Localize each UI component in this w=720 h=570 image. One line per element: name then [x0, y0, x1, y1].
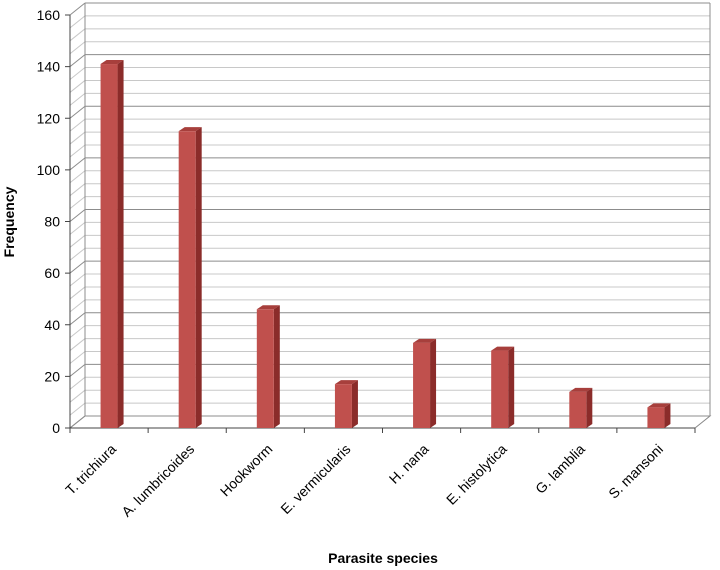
y-tick-label: 40: [44, 317, 60, 333]
side-wall-gridline: [69, 389, 86, 403]
bar-top: [569, 387, 593, 392]
bar: [334, 380, 358, 428]
gridlines: [69, 2, 711, 429]
bar-side: [586, 387, 593, 428]
side-wall-gridline: [69, 376, 86, 390]
bar-front: [100, 64, 118, 428]
side-wall-gridline: [69, 80, 86, 93]
side-wall-gridline: [69, 415, 86, 429]
bar-front: [491, 350, 509, 428]
y-tick-labels: 0 20 40 60 80 100 120 140 160: [37, 7, 61, 436]
bar-front: [413, 342, 431, 428]
bar: [569, 387, 593, 428]
side-wall-gridline: [69, 170, 86, 184]
side-wall-gridline: [69, 351, 86, 364]
y-tick-label: 140: [37, 59, 61, 75]
y-tick-label: 0: [52, 420, 60, 436]
side-wall-gridline: [69, 325, 86, 339]
chart-floor: [68, 415, 712, 429]
x-tick-label: A. lumbricoides: [118, 441, 197, 520]
bar-side: [117, 60, 124, 428]
side-wall-gridline: [69, 338, 86, 351]
side-wall-gridline: [69, 183, 86, 197]
y-tick-label: 60: [44, 265, 60, 281]
bar-front: [647, 407, 665, 428]
bars: [100, 60, 671, 428]
y-tick-label: 80: [44, 214, 60, 230]
x-axis-title: Parasite species: [328, 550, 438, 566]
bar-top: [413, 338, 437, 343]
x-tick-label: G. lamblia: [532, 441, 588, 497]
side-wall-gridline: [69, 299, 86, 313]
y-tick-label: 160: [37, 7, 61, 23]
side-wall-gridline: [69, 196, 86, 209]
side-wall-gridline: [69, 273, 86, 287]
bar-front: [178, 131, 196, 428]
x-tick-label: Hookworm: [217, 441, 276, 500]
side-wall-gridline: [69, 312, 86, 326]
bar-top: [491, 346, 515, 351]
x-tick-label: S. mansoni: [605, 441, 666, 502]
bar-top: [647, 403, 671, 408]
chart-walls: [68, 415, 712, 429]
side-wall-gridline: [69, 67, 86, 80]
bar-top: [100, 60, 124, 65]
side-wall-gridline: [69, 92, 86, 106]
y-tick-label: 100: [37, 162, 61, 178]
y-tick-label: 120: [37, 110, 61, 126]
bar: [491, 346, 515, 428]
side-wall-gridline: [69, 260, 86, 274]
side-wall-gridline: [69, 222, 86, 235]
side-wall-gridline: [69, 247, 86, 261]
bar: [413, 338, 437, 428]
side-wall-gridline: [69, 28, 86, 42]
x-tick-label: T. trichiura: [62, 441, 119, 498]
side-wall-gridline: [69, 118, 86, 132]
bar: [178, 127, 202, 428]
side-wall-gridline: [69, 157, 86, 171]
bar-side: [351, 380, 358, 428]
x-tick-label: E. histolytica: [443, 441, 510, 508]
side-wall-gridline: [69, 105, 86, 119]
x-tick-label: E. vermicularis: [277, 441, 353, 517]
y-tick-label: 20: [44, 368, 60, 384]
x-tick-labels: T. trichiura A. lumbricoides Hookworm E. ve…: [62, 441, 666, 520]
side-wall-gridline: [69, 209, 86, 222]
bar-side: [195, 127, 202, 428]
side-wall-gridline: [69, 2, 86, 16]
side-wall-gridline: [69, 41, 86, 55]
side-wall-gridline: [69, 131, 86, 145]
side-wall-gridline: [69, 54, 86, 68]
x-tick-label: H. nana: [386, 441, 432, 487]
bar-top: [178, 127, 202, 132]
bar-side: [273, 305, 280, 428]
side-wall-gridline: [69, 144, 86, 158]
side-wall-gridline: [69, 234, 86, 248]
side-wall-gridline: [69, 402, 86, 416]
side-wall-gridline: [69, 286, 86, 300]
y-axis-title: Frequency: [1, 186, 17, 257]
side-wall-gridline: [69, 15, 86, 29]
bar-side: [664, 403, 671, 428]
bar-front: [569, 391, 587, 428]
bar-side: [508, 346, 515, 428]
bar-front: [334, 384, 352, 428]
bar: [256, 305, 280, 428]
bar-top: [334, 380, 358, 385]
bar-side: [430, 338, 437, 428]
bar: [647, 403, 671, 428]
axes: [65, 14, 696, 433]
bar: [100, 60, 124, 428]
bar-top: [256, 305, 280, 310]
side-wall-gridline: [69, 363, 86, 377]
bar-front: [256, 309, 274, 428]
